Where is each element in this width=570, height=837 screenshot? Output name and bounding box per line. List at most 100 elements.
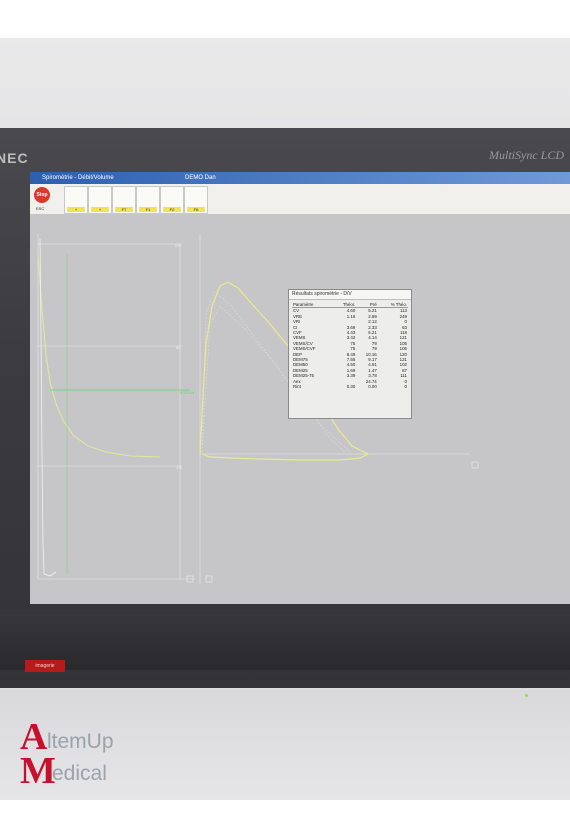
results-cell: 249: [399, 313, 407, 319]
toolbar-button-6[interactable]: F6: [184, 186, 208, 214]
results-cell: 0: [404, 378, 407, 384]
results-row: DEM25 1.69 1.47 87: [292, 368, 408, 373]
results-cell: 8.49: [346, 351, 356, 357]
results-cell: 1.69: [346, 367, 356, 373]
results-row: CI 3.69 2.33 63: [292, 325, 408, 330]
results-cell: DEM75: [293, 357, 308, 363]
results-cell: 75: [350, 346, 356, 352]
results-cell: 0.00: [368, 384, 377, 390]
right-panel-handle[interactable]: [471, 461, 479, 469]
results-cell: VEMS/CV: [293, 340, 313, 346]
results-cell: 3.42: [346, 335, 356, 341]
left-axis-top: 0%: [175, 243, 181, 248]
results-cell: 4.14: [368, 335, 377, 341]
header-cell: Paramètre: [292, 302, 333, 309]
results-cell: 10.16: [365, 351, 377, 357]
power-led: [525, 694, 528, 697]
toolbar-button-4[interactable]: F1: [136, 186, 160, 214]
plot-area: 0.75 L/s 0% 50 1% Résultats spirométrie …: [30, 214, 570, 604]
volume-time-panel: [37, 234, 195, 580]
results-cell: 63: [402, 324, 407, 330]
results-cell: VRI: [293, 319, 301, 325]
results-cell: VRE: [293, 313, 303, 319]
results-cell: Rint: [293, 384, 301, 390]
results-cell: 87: [402, 367, 407, 373]
watermark-logo: A ltemUp M edical: [20, 718, 180, 790]
results-body: CV 4.60 5.21 113 VRE 1.16 2.89 249 VRI 2.12 0 CI 3.6…: [292, 308, 408, 390]
results-row: CV 4.60 5.21 113: [292, 308, 408, 314]
results-cell: 0: [404, 319, 407, 325]
results-cell: 5.21: [368, 308, 377, 314]
results-row: VEMS 3.42 4.14 121: [292, 335, 408, 340]
results-cell: 79: [371, 346, 377, 352]
results-cell: 113: [400, 308, 407, 314]
results-cell: 2.33: [368, 324, 377, 330]
results-cell: 3.69: [346, 324, 356, 330]
results-cell: 1.47: [368, 367, 377, 373]
monitor-brand: NEC: [0, 150, 29, 166]
results-cell: 9.17: [368, 357, 377, 363]
results-cell: 4.50: [346, 362, 356, 368]
results-cell: DEM25-75: [293, 373, 314, 379]
left-panel-handle[interactable]: [186, 575, 194, 583]
results-row: CVF 4.43 5.21 118: [292, 330, 408, 335]
stop-button[interactable]: Stop: [34, 187, 50, 203]
toolbar-key-label: F6: [187, 207, 205, 212]
results-cell: DEP: [293, 351, 303, 357]
results-cell: 0: [404, 384, 407, 390]
results-row: Aex 24.74 0: [292, 379, 408, 384]
results-row: DEM50 4.50 4.61 102: [292, 362, 408, 367]
results-cell: CVF: [293, 330, 302, 336]
toolbar-button-5[interactable]: F2: [160, 186, 184, 214]
monitor-model: MultiSync LCD: [489, 148, 564, 162]
results-cell: 1.16: [346, 313, 356, 319]
results-cell: VEMS/CVF: [293, 346, 316, 352]
toolbar: Stop ESC + + F7 F1 F2 F6: [30, 184, 570, 215]
watermark-letter-m: M: [20, 750, 56, 792]
results-dialog: Résultats spirométrie - D/V Paramètre Th…: [288, 289, 412, 419]
watermark-word-2: edical: [52, 762, 107, 785]
results-row: VRI 2.12 0: [292, 319, 408, 324]
flow-volume-axes: [199, 234, 470, 584]
results-cell: 105: [399, 346, 407, 352]
volume-time-marker-label: 0.75 L/s: [180, 390, 194, 395]
toolbar-button-3[interactable]: F7: [112, 186, 136, 214]
results-cell: Aex: [293, 378, 301, 384]
results-cell: VEMS: [293, 335, 306, 341]
results-cell: 24.74: [365, 378, 377, 384]
results-cell: 121: [399, 335, 407, 341]
results-row: VRE 1.16 2.89 249: [292, 314, 408, 319]
results-cell: 75: [350, 340, 356, 346]
results-row: DEM25-75 3.39 3.78 111: [292, 373, 408, 378]
left-axis-bottom: 1%: [176, 465, 182, 470]
results-cell: 2.89: [368, 313, 377, 319]
results-row: DEM75 7.55 9.17 121: [292, 357, 408, 362]
results-cell: 0.30: [346, 384, 356, 390]
monitor-bezel-bottom: [0, 610, 570, 670]
results-cell: 3.78: [368, 373, 377, 379]
results-cell: 120: [399, 351, 407, 357]
toolbar-key-label: F7: [115, 207, 133, 212]
center-handle[interactable]: [205, 575, 213, 583]
results-cell: 105: [399, 340, 407, 346]
toolbar-key-label: +: [67, 207, 85, 212]
toolbar-button-2[interactable]: +: [88, 186, 112, 214]
stop-key-label: ESC: [36, 206, 45, 211]
results-cell: DEM25: [293, 367, 308, 373]
monitor-sticker: imagerie: [25, 660, 65, 672]
results-dialog-title: Résultats spirométrie - D/V: [289, 290, 411, 300]
results-table: Paramètre Théor. Pré % Théo. CV 4.60 5.21 1…: [292, 302, 408, 390]
results-cell: 118: [400, 330, 407, 336]
results-row: VEMS/CV 75 79 105: [292, 341, 408, 346]
toolbar-key-label: +: [91, 207, 109, 212]
results-cell: 102: [399, 362, 407, 368]
volume-time-curve: [37, 253, 161, 458]
toolbar-button-1[interactable]: +: [64, 186, 88, 214]
results-header-row: Paramètre Théor. Pré % Théo.: [292, 302, 408, 309]
results-cell: 5.21: [368, 330, 377, 336]
results-cell: 121: [399, 357, 407, 363]
results-row: VEMS/CVF 75 79 105: [292, 346, 408, 351]
volume-time-trace: [39, 238, 57, 577]
header-cell: % Théo.: [377, 302, 408, 309]
left-axis-mid: 50: [176, 345, 181, 350]
